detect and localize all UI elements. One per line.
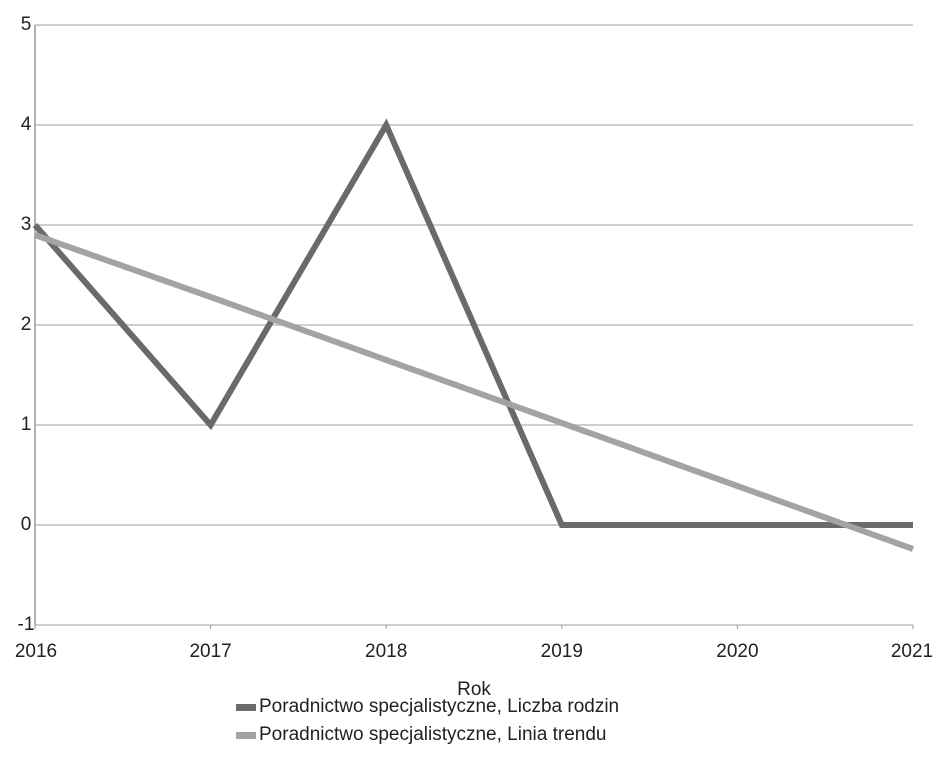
legend-label: Poradnictwo specjalistyczne, Liczba rodz… <box>259 696 619 717</box>
x-tick-label: 2018 <box>365 641 407 662</box>
y-tick-label: 0 <box>21 514 32 535</box>
legend-label: Poradnictwo specjalistyczne, Linia trend… <box>259 724 606 745</box>
x-tick-label: 2021 <box>891 641 933 662</box>
legend-marker <box>236 732 256 739</box>
y-tick-label: 4 <box>21 114 32 135</box>
x-tick-label: 2016 <box>15 641 57 662</box>
x-tick-label: 2020 <box>716 641 758 662</box>
series-line <box>34 232 915 552</box>
y-tick-label: -1 <box>18 614 35 635</box>
legend-marker <box>236 704 256 711</box>
x-tick-label: 2019 <box>541 641 583 662</box>
x-axis-label: Rok <box>457 679 491 700</box>
y-tick-label: 1 <box>21 414 32 435</box>
series-line <box>32 118 913 528</box>
y-tick-label: 3 <box>21 214 32 235</box>
y-tick-label: 2 <box>21 314 32 335</box>
x-tick-label: 2017 <box>189 641 231 662</box>
y-tick-label: 5 <box>21 14 32 35</box>
